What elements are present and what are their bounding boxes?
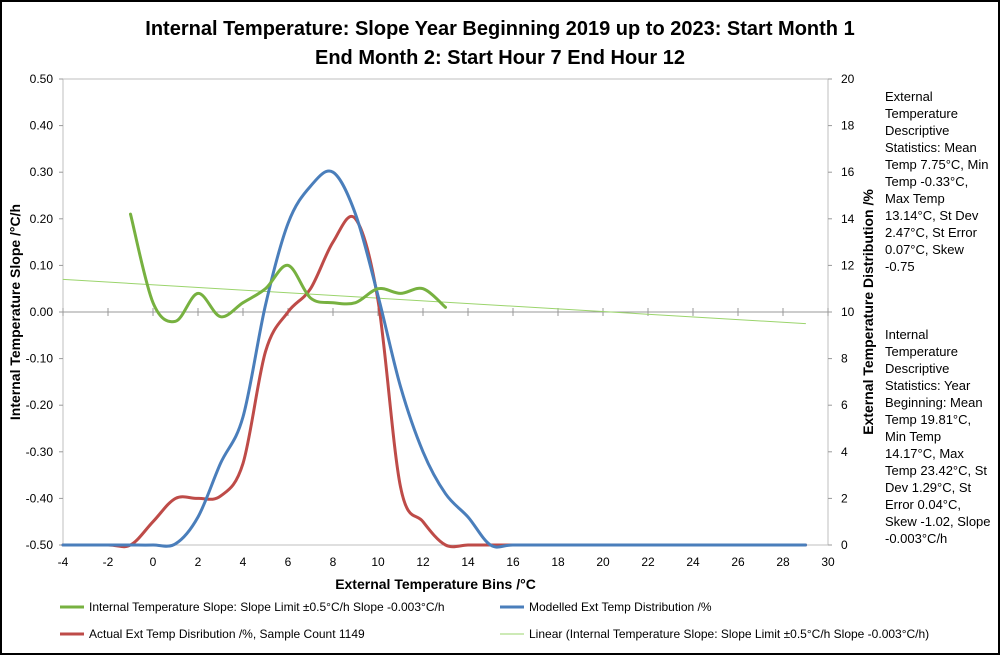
y-left-tick-label: 0.20 [30,212,54,226]
x-tick-label: -2 [103,555,114,569]
y-left-tick-label: -0.30 [26,445,54,459]
y-right-tick-label: 8 [841,352,848,366]
series-internal-slope-line [129,212,447,324]
y-right-tick-label: 14 [841,212,855,226]
y-right-tick-label: 2 [841,491,848,505]
y-right-tick-label: 12 [841,258,855,272]
y-right-tick-label: 10 [841,305,855,319]
legend-actual-distribution-label: Actual Ext Temp Disribution /%, Sample C… [89,627,365,641]
y-left-tick-label: 0.50 [30,72,54,86]
y-right-tick-label: 4 [841,445,848,459]
x-tick-label: 6 [285,555,292,569]
x-tick-label: 28 [776,555,790,569]
legend-modelled-distribution-label: Modelled Ext Temp Distribution /% [529,600,712,614]
x-axis-label: External Temperature Bins /°C [335,576,536,592]
chart-title-line1: Internal Temperature: Slope Year Beginni… [145,18,854,40]
x-tick-label: 26 [731,555,745,569]
y-right-tick-label: 16 [841,165,855,179]
x-tick-label: 22 [641,555,655,569]
external-stats-text: External Temperature Descriptive Statist… [885,89,989,274]
series-modelled-distribution-line [61,169,807,549]
y-left-tick-label: -0.10 [26,352,54,366]
series-actual-distribution-line [61,215,807,549]
x-tick-label: -4 [58,555,69,569]
x-tick-label: 0 [150,555,157,569]
y-left-tick-label: -0.50 [26,538,54,552]
chart-title-line2: End Month 2: Start Hour 7 End Hour 12 [315,47,685,69]
x-tick-label: 4 [240,555,247,569]
x-tick-label: 8 [330,555,337,569]
x-tick-label: 20 [596,555,610,569]
internal-stats-text: Internal Temperature Descriptive Statist… [885,327,991,546]
y-left-tick-label: -0.40 [26,491,54,505]
legend-linear-trend-label: Linear (Internal Temperature Slope: Slop… [529,627,929,641]
x-tick-label: 10 [371,555,385,569]
y-left-tick-label: -0.20 [26,398,54,412]
x-tick-label: 24 [686,555,700,569]
x-tick-label: 18 [551,555,565,569]
x-tick-label: 14 [461,555,475,569]
x-tick-label: 12 [416,555,430,569]
legend-internal-slope-label: Internal Temperature Slope: Slope Limit … [89,600,445,614]
y-left-tick-label: 0.40 [30,119,54,133]
y-right-tick-label: 18 [841,119,855,133]
x-tick-label: 2 [195,555,202,569]
y-left-tick-label: 0.00 [30,305,54,319]
y-left-axis-label: Internal Temperature Slope /°C/h [7,204,23,420]
y-right-tick-label: 20 [841,72,855,86]
x-tick-label: 16 [506,555,520,569]
y-right-tick-label: 6 [841,398,848,412]
series-linear-trend-line [62,278,806,325]
y-left-tick-label: 0.30 [30,165,54,179]
y-left-tick-label: 0.10 [30,258,54,272]
x-tick-label: 30 [821,555,835,569]
y-right-tick-label: 0 [841,538,848,552]
y-right-axis-label: External Temperature Distribution /% [860,189,876,435]
